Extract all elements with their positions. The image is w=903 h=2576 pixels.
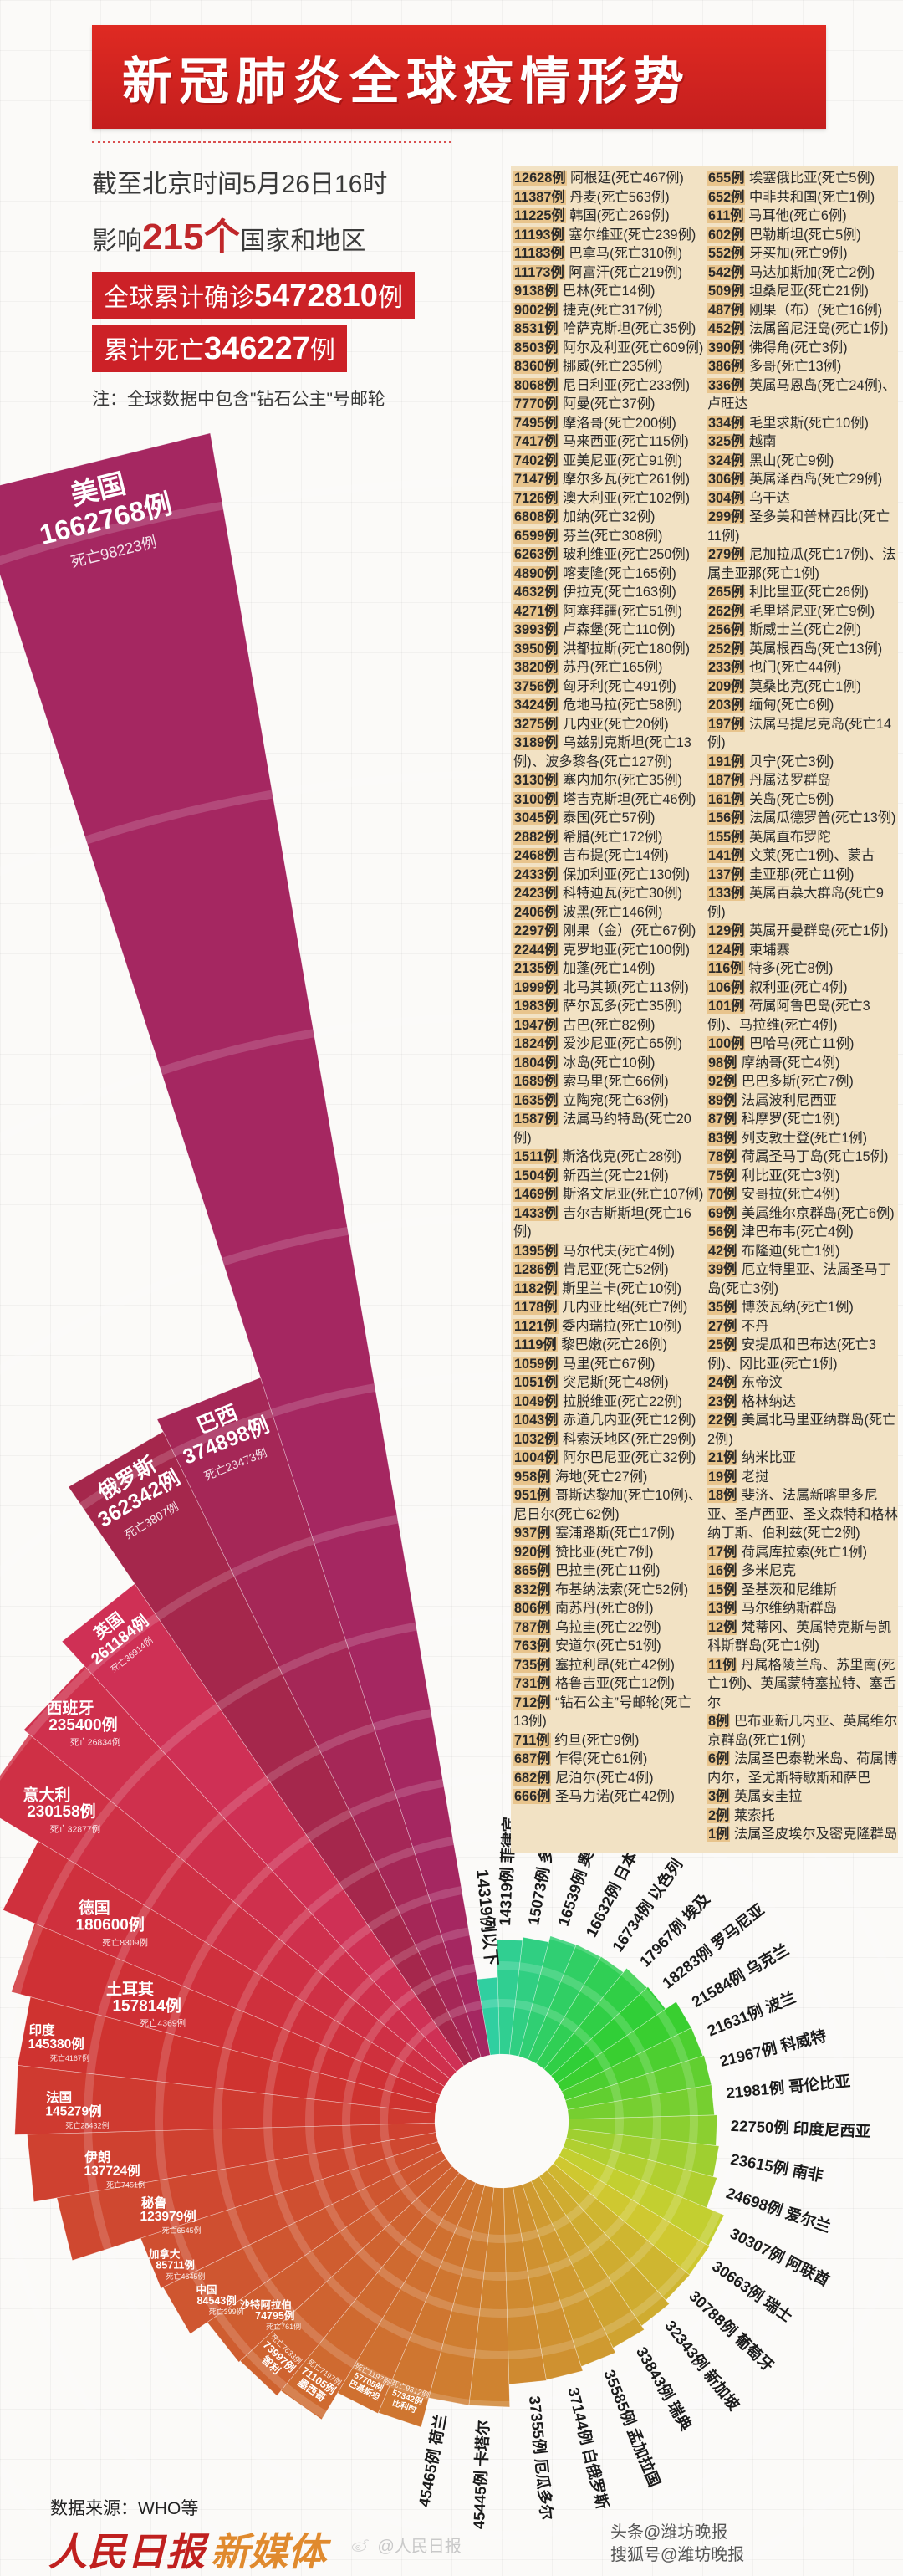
svg-text:死亡399例: 死亡399例 xyxy=(209,2307,244,2316)
svg-text:死亡6545例: 死亡6545例 xyxy=(162,2226,202,2235)
svg-text:84543例: 84543例 xyxy=(196,2294,236,2307)
svg-text:死亡4167例: 死亡4167例 xyxy=(50,2053,89,2062)
svg-text:死亡4369例: 死亡4369例 xyxy=(140,2018,186,2029)
svg-text:法国: 法国 xyxy=(46,2089,72,2105)
svg-text:74795例: 74795例 xyxy=(255,2309,294,2322)
svg-text:印度: 印度 xyxy=(29,2022,56,2038)
svg-text:死亡761例: 死亡761例 xyxy=(266,2322,301,2331)
svg-text:235400例: 235400例 xyxy=(48,1715,117,1734)
svg-text:伊朗: 伊朗 xyxy=(84,2149,110,2165)
svg-text:85711例: 85711例 xyxy=(156,2259,195,2272)
svg-text:沙特阿拉伯: 沙特阿拉伯 xyxy=(240,2298,293,2311)
svg-text:西班牙: 西班牙 xyxy=(46,1698,94,1717)
svg-text:180600例: 180600例 xyxy=(75,1914,144,1934)
svg-text:45445例 卡塔尔: 45445例 卡塔尔 xyxy=(470,2420,492,2530)
svg-text:意大利: 意大利 xyxy=(23,1785,71,1804)
svg-text:145380例: 145380例 xyxy=(28,2036,84,2052)
svg-text:中国: 中国 xyxy=(196,2283,217,2296)
svg-text:145279例: 145279例 xyxy=(45,2103,101,2119)
svg-text:157814例: 157814例 xyxy=(112,1996,181,2015)
svg-text:死亡8309例: 死亡8309例 xyxy=(102,1937,148,1948)
svg-text:死亡28432例: 死亡28432例 xyxy=(65,2120,109,2129)
svg-text:123979例: 123979例 xyxy=(140,2208,196,2224)
svg-text:死亡4645例: 死亡4645例 xyxy=(166,2272,205,2281)
svg-text:死亡7451例: 死亡7451例 xyxy=(106,2180,145,2190)
svg-text:德国: 德国 xyxy=(79,1899,110,1918)
svg-text:秘鲁: 秘鲁 xyxy=(141,2195,167,2211)
svg-text:230158例: 230158例 xyxy=(27,1802,95,1821)
svg-text:死亡26834例: 死亡26834例 xyxy=(70,1737,120,1748)
svg-text:死亡32877例: 死亡32877例 xyxy=(50,1824,100,1835)
svg-text:137724例: 137724例 xyxy=(84,2163,140,2179)
svg-text:22750例 印度尼西亚: 22750例 印度尼西亚 xyxy=(731,2117,872,2140)
svg-text:加拿大: 加拿大 xyxy=(148,2248,181,2261)
svg-text:土耳其: 土耳其 xyxy=(106,1980,154,1998)
